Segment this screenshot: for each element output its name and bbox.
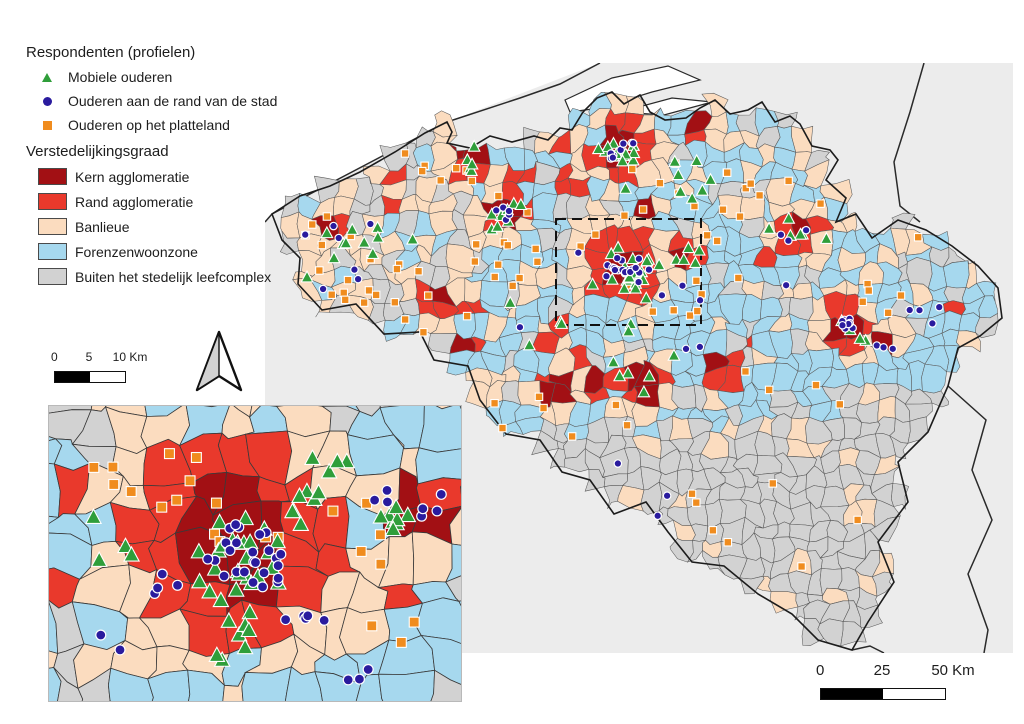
circle-icon [42,96,52,106]
north-arrow-icon [195,330,243,392]
legend-item-label: Rand agglomeratie [75,193,194,210]
legend-item-ouderen-rand-stad: Ouderen aan de rand van de stad [38,93,326,109]
legend-urbanization-title: Verstedelijkingsgraad [26,143,169,160]
legend-item-banlieue: Banlieue [38,218,326,235]
legend-item-ouderen-platteland: Ouderen op het platteland [38,117,326,133]
scalebar-tick: 10 Km [112,350,148,364]
buiten-leefcomplex-swatch [38,268,67,285]
scalebar-tick: 5 [85,350,93,364]
legend: Respondenten (profielen) Mobiele ouderen… [26,34,326,293]
legend-item-label: Mobiele ouderen [68,69,173,85]
main-map [265,63,1013,653]
inset-map [48,405,462,702]
legend-item-label: Ouderen aan de rand van de stad [68,93,278,109]
rand-agglomeratie-swatch [38,193,67,210]
square-icon [42,120,52,130]
inset-scalebar: 0 5 10 Km [51,350,174,383]
legend-item-kern-agglomeratie: Kern agglomeratie [38,168,326,185]
legend-item-mobiele-ouderen: Mobiele ouderen [38,69,326,85]
forenzenwoonzone-swatch [38,243,67,260]
legend-item-rand-agglomeratie: Rand agglomeratie [38,193,326,210]
legend-item-label: Buiten het stedelijk leefcomplex [75,268,272,285]
legend-item-buiten-leefcomplex: Buiten het stedelijk leefcomplex [38,268,326,285]
scalebar-tick: 50 Km [931,662,975,679]
scalebar-bar [820,688,946,700]
kern-agglomeratie-swatch [38,168,67,185]
triangle-icon [42,72,52,82]
legend-item-forenzenwoonzone: Forenzenwoonzone [38,243,326,260]
scalebar-tick: 0 [51,350,58,364]
legend-item-label: Forenzenwoonzone [75,243,198,260]
legend-item-label: Kern agglomeratie [75,168,190,185]
legend-item-label: Ouderen op het platteland [68,117,230,133]
legend-item-label: Banlieue [75,218,130,235]
banlieue-swatch [38,218,67,235]
scalebar-bar [54,371,126,383]
main-scalebar: 0 25 50 Km [816,662,1000,700]
scalebar-tick: 25 [873,662,891,679]
legend-respondents-title: Respondenten (profielen) [26,44,196,61]
scalebar-tick: 0 [816,662,825,679]
